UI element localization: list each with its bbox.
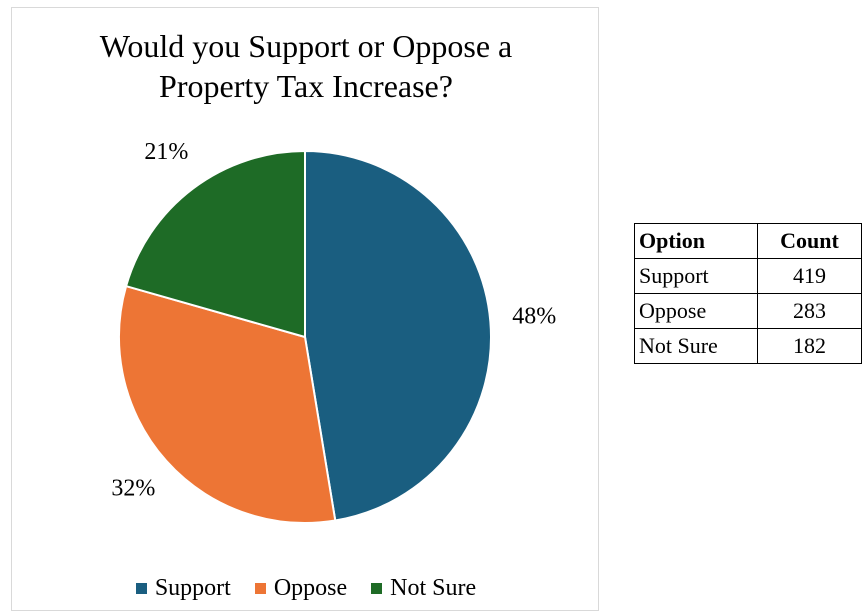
table-row: Not Sure 182 bbox=[634, 328, 862, 364]
chart-title: Would you Support or Oppose a Property T… bbox=[12, 26, 600, 106]
legend-swatch-oppose bbox=[254, 583, 266, 594]
slice-not-sure bbox=[124, 149, 306, 339]
table-cell-count: 419 bbox=[757, 258, 862, 294]
legend-swatch-support bbox=[135, 583, 147, 594]
legend-swatch-not-sure bbox=[371, 583, 383, 594]
legend-item-support: Support bbox=[135, 575, 231, 602]
chart-title-line-2: Property Tax Increase? bbox=[159, 68, 453, 104]
slice-oppose bbox=[118, 284, 337, 524]
slice-support bbox=[304, 149, 492, 522]
legend-item-not-sure: Not Sure bbox=[371, 575, 476, 602]
data-label-support: 48% bbox=[512, 304, 556, 330]
chart-legend: Support Oppose Not Sure bbox=[12, 575, 600, 602]
table-header-count: Count bbox=[757, 223, 862, 259]
pie-chart: 48% 32% 21% bbox=[111, 139, 556, 524]
chart-panel: Would you Support or Oppose a Property T… bbox=[11, 7, 599, 611]
table-cell-option: Not Sure bbox=[634, 328, 758, 364]
data-table: Option Count Support 419 Oppose 283 Not … bbox=[634, 223, 862, 364]
data-label-not-sure: 21% bbox=[144, 139, 188, 165]
data-label-oppose: 32% bbox=[111, 476, 155, 502]
table-cell-count: 283 bbox=[757, 293, 862, 329]
legend-label-oppose: Oppose bbox=[273, 575, 348, 601]
table-cell-count: 182 bbox=[757, 328, 862, 364]
table-header-row: Option Count bbox=[634, 223, 862, 259]
legend-label-support: Support bbox=[154, 575, 231, 601]
legend-item-oppose: Oppose bbox=[254, 575, 348, 602]
table-row: Support 419 bbox=[634, 258, 862, 294]
legend-label-not-sure: Not Sure bbox=[390, 575, 477, 601]
table-row: Oppose 283 bbox=[634, 293, 862, 329]
table-header-option: Option bbox=[634, 223, 758, 259]
table-cell-option: Support bbox=[634, 258, 758, 294]
table-cell-option: Oppose bbox=[634, 293, 758, 329]
chart-title-line-1: Would you Support or Oppose a bbox=[99, 28, 513, 64]
